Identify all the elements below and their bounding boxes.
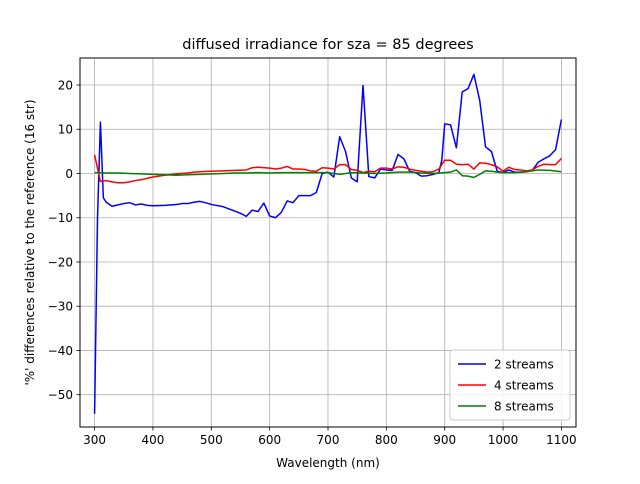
x-tick-label: 1000 <box>488 433 519 447</box>
x-tick-label: 800 <box>375 433 398 447</box>
y-tick-label: 10 <box>58 123 73 137</box>
series-line-2 <box>93 154 562 184</box>
y-tick-label: −10 <box>48 211 73 225</box>
axis-ticks: 300 400 500 600 700 800 900 1000 1100 −50 −40 −30 −2… <box>48 78 577 447</box>
legend-box <box>449 349 571 421</box>
y-tick-label: −30 <box>48 300 73 314</box>
legend: 2 streams 4 streams 8 streams <box>449 349 571 421</box>
x-tick-label: 1100 <box>546 433 577 447</box>
legend-label: 4 streams <box>494 378 554 392</box>
legend-label: 2 streams <box>494 357 554 371</box>
x-tick-label: 700 <box>317 433 340 447</box>
y-tick-label: −50 <box>48 388 73 402</box>
series-lines <box>93 73 563 414</box>
chart-title: diffused irradiance for sza = 85 degrees <box>182 37 474 53</box>
x-tick-label: 600 <box>258 433 281 447</box>
y-tick-label: −40 <box>48 344 73 358</box>
y-tick-label: 20 <box>58 78 73 92</box>
y-tick-label: −20 <box>48 255 73 269</box>
series-line-3 <box>94 169 562 179</box>
x-tick-label: 500 <box>200 433 223 447</box>
y-axis-label: '%' differences relative to the referenc… <box>23 99 37 385</box>
x-tick-label: 400 <box>141 433 164 447</box>
x-tick-label: 300 <box>83 433 106 447</box>
x-axis-label: Wavelength (nm) <box>276 456 380 470</box>
y-tick-label: 0 <box>65 167 73 181</box>
legend-label: 8 streams <box>494 399 554 413</box>
series-line-1 <box>93 73 563 414</box>
x-tick-label: 900 <box>433 433 456 447</box>
